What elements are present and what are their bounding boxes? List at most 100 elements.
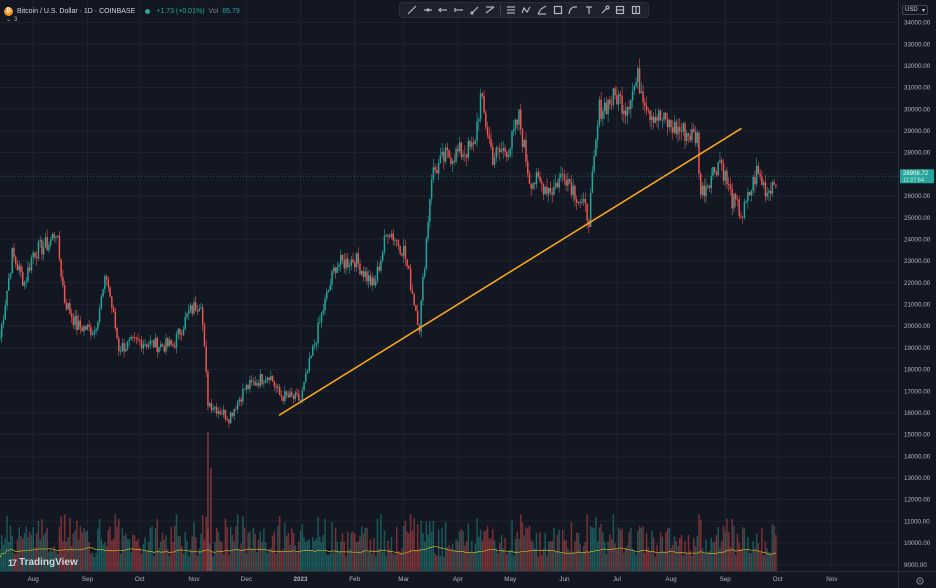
volume-bar: [701, 547, 704, 571]
symbol-title[interactable]: Bitcoin / U.S. Dollar · 1D · COINBASE: [17, 7, 136, 15]
trendline-drawing[interactable]: [278, 127, 742, 416]
candle-body: [221, 414, 223, 415]
candle-body: [353, 262, 356, 268]
ray-tool-icon[interactable]: [453, 4, 465, 16]
volume-bar: [147, 542, 150, 571]
candle-body: [726, 170, 728, 185]
candle-body: [713, 167, 716, 173]
volume-bar: [567, 548, 569, 571]
volume-bar: [91, 552, 94, 571]
drawing-toolbar: [399, 2, 649, 18]
candle-body: [602, 110, 604, 119]
candle-body: [86, 324, 89, 330]
volume-bar: [502, 548, 505, 571]
volume-bar: [67, 536, 69, 571]
volume-bar: [535, 533, 538, 571]
volume-bar: [357, 541, 359, 571]
horizontal-line-tool-icon[interactable]: [422, 4, 434, 16]
volume-bar: [521, 522, 524, 571]
volume-bar: [673, 536, 676, 571]
candle-body: [324, 298, 326, 311]
candle-body: [750, 190, 753, 196]
volume-bar: [343, 541, 346, 571]
candle-body: [748, 191, 751, 196]
measure-tool-icon[interactable]: [599, 4, 611, 16]
candle-body: [13, 247, 15, 257]
volume-label: Vol: [208, 7, 219, 15]
brush-tool-icon[interactable]: [469, 4, 481, 16]
volume-bar: [306, 540, 309, 571]
pitchfork-tool-icon[interactable]: [505, 4, 517, 16]
volume-bar: [652, 537, 655, 571]
volume-bar: [62, 541, 64, 571]
volume-bar: [228, 554, 230, 571]
tradingview-logo[interactable]: 17 TradingView: [8, 557, 78, 568]
candle-body: [582, 198, 585, 202]
candle-body: [406, 259, 408, 267]
candle-body: [666, 118, 669, 128]
volume-bar: [451, 543, 454, 571]
candle-body: [540, 181, 543, 184]
text-tool-icon[interactable]: [583, 4, 595, 16]
candle-body: [633, 86, 636, 91]
trend-line-tool-icon[interactable]: [406, 4, 418, 16]
candle-body: [55, 236, 57, 238]
candle-body: [312, 346, 314, 356]
fibonacci-tool-icon[interactable]: [484, 4, 496, 16]
candle-body: [451, 160, 454, 164]
volume-bar: [633, 551, 636, 571]
gear-icon[interactable]: [915, 576, 925, 586]
volume-bar: [324, 518, 326, 571]
volume-bar: [238, 548, 241, 571]
candle-body: [53, 233, 55, 238]
candle-body: [706, 185, 709, 187]
candle-body: [492, 147, 494, 165]
candle-body: [207, 371, 209, 407]
time-axis[interactable]: Aug Sep Oct Nov Dec 2023 Feb Mar Apr May Jun Jul Aug…: [28, 576, 839, 583]
volume-bar: [602, 532, 604, 571]
volume-bar: [284, 523, 286, 571]
volume-bar: [310, 550, 312, 571]
candle-body: [151, 340, 153, 342]
arrow-tool-icon[interactable]: [437, 4, 449, 16]
price-range-tool-icon[interactable]: [614, 4, 626, 16]
candle-body: [757, 165, 760, 174]
candle-body: [429, 198, 431, 222]
volume-bar: [726, 518, 728, 571]
candle-body: [659, 110, 662, 120]
candle-body: [158, 347, 160, 352]
candle-body: [301, 390, 304, 400]
volume-bar: [249, 531, 251, 571]
candle-body: [308, 357, 311, 372]
trendline[interactable]: [278, 127, 742, 416]
volume-bar: [44, 532, 47, 571]
indicator-count: 3: [14, 16, 18, 23]
volume-bar: [194, 537, 197, 571]
date-range-tool-icon[interactable]: [630, 4, 642, 16]
volume-bar: [504, 538, 506, 571]
volume-bar: [549, 541, 552, 571]
path-tool-icon[interactable]: [536, 4, 548, 16]
candle-body: [682, 123, 685, 132]
volume-bar: [565, 540, 567, 571]
price-tick-label: 16000.00: [904, 410, 931, 417]
arc-tool-icon[interactable]: [567, 4, 579, 16]
volume-bar: [631, 548, 634, 571]
pattern-tool-icon[interactable]: [520, 4, 532, 16]
currency-selector[interactable]: USD ▾: [902, 5, 928, 15]
volume-bar: [528, 525, 531, 571]
volume-bar: [214, 541, 216, 571]
volume-bar: [684, 541, 686, 571]
rectangle-tool-icon[interactable]: [552, 4, 564, 16]
candle-body: [128, 339, 131, 342]
indicators-collapse-button[interactable]: ⌄ 3: [6, 16, 18, 24]
candle-body: [453, 160, 456, 162]
logo-text: TradingView: [19, 557, 78, 568]
volume-bar: [55, 551, 57, 571]
volume-bar: [514, 538, 517, 571]
volume-bar: [261, 542, 263, 571]
candle-body: [118, 338, 120, 352]
volume-bar: [264, 542, 267, 571]
volume-bar: [759, 551, 761, 571]
